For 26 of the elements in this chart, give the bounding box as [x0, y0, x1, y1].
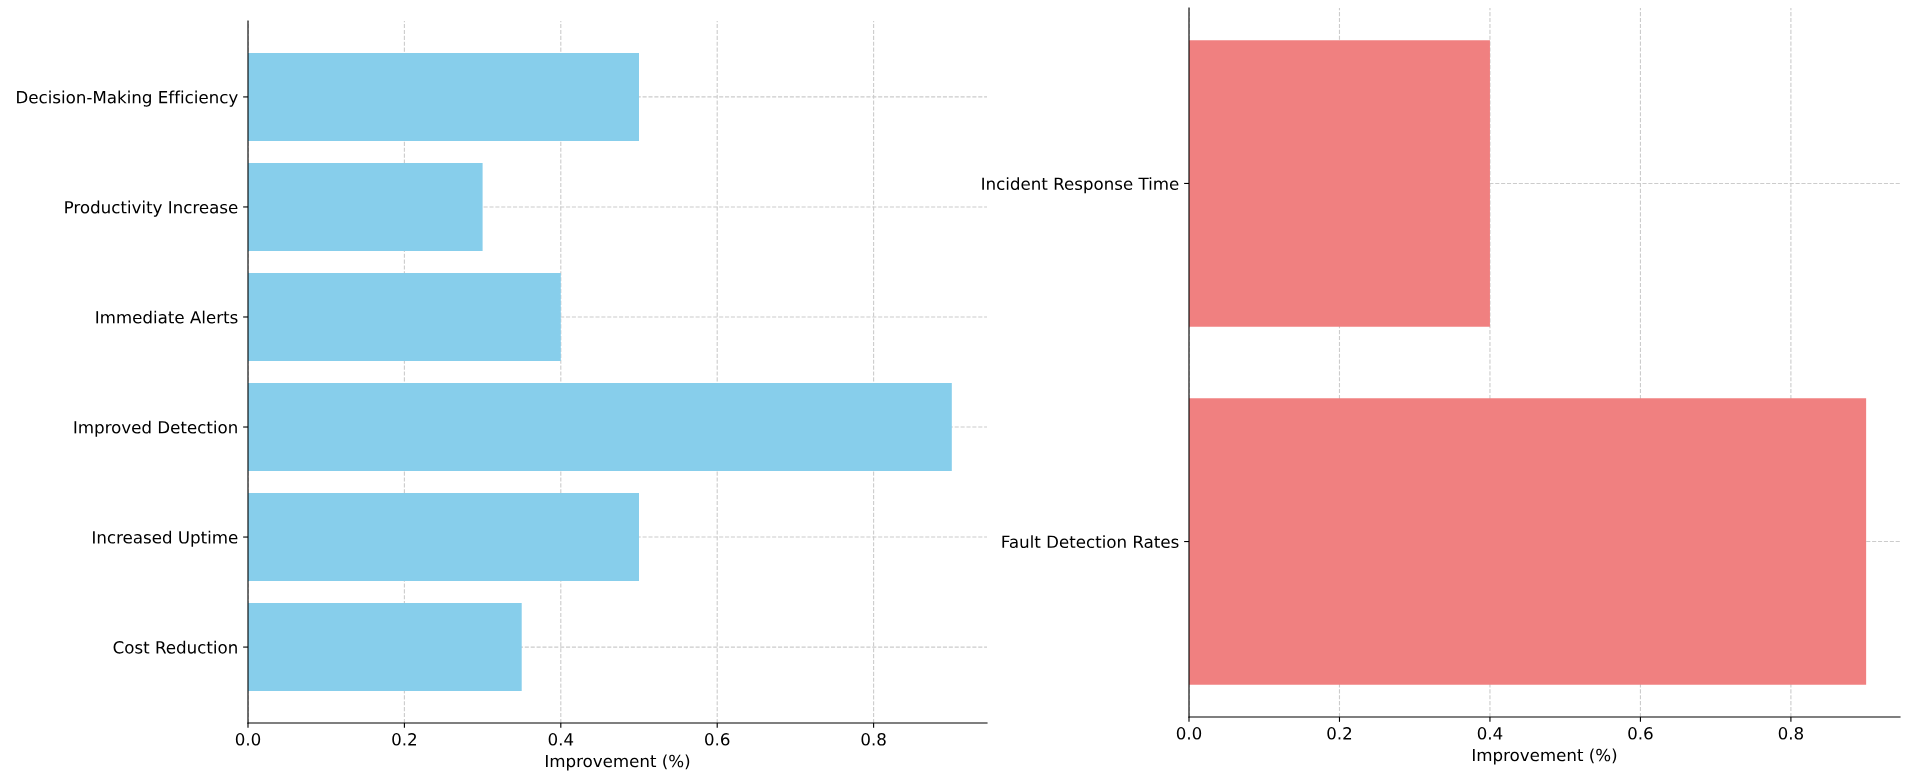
y-tick-label: Productivity Increase: [65, 200, 238, 217]
x-tick-label: 0.8: [861, 733, 886, 746]
x-tick-label: 0.0: [1176, 727, 1202, 740]
y-tick-label: Incident Response Time: [982, 177, 1179, 194]
x-tick-label: 0.6: [1628, 727, 1653, 740]
y-tick-label: Decision-Making Efficiency: [17, 90, 238, 107]
x-tick-label: 0.8: [1778, 727, 1804, 740]
x-tick-label: 0.0: [235, 733, 261, 746]
y-tick-label: Fault Detection Rates: [1002, 535, 1179, 549]
x-tick-label: 0.2: [1327, 727, 1352, 740]
bar: [248, 603, 522, 692]
y-tick-label: Immediate Alerts: [96, 310, 238, 324]
x-axis-title: Improvement (%): [1473, 748, 1617, 765]
bar: [248, 52, 640, 141]
x-tick-label: 0.2: [392, 733, 416, 746]
y-tick-label: Improved Detection: [74, 420, 237, 437]
x-axis-title: Improvement (%): [546, 754, 690, 771]
y-tick-label: Cost Reduction: [113, 640, 237, 654]
x-tick-label: 0.4: [548, 733, 574, 746]
bar: [248, 383, 952, 472]
x-tick-label: 0.6: [705, 733, 730, 746]
y-tick-label: Increased Uptime: [93, 530, 238, 547]
x-tick-label: 0.4: [1477, 727, 1503, 740]
bar: [248, 272, 561, 361]
bar: [248, 493, 640, 582]
bar: [248, 162, 483, 251]
